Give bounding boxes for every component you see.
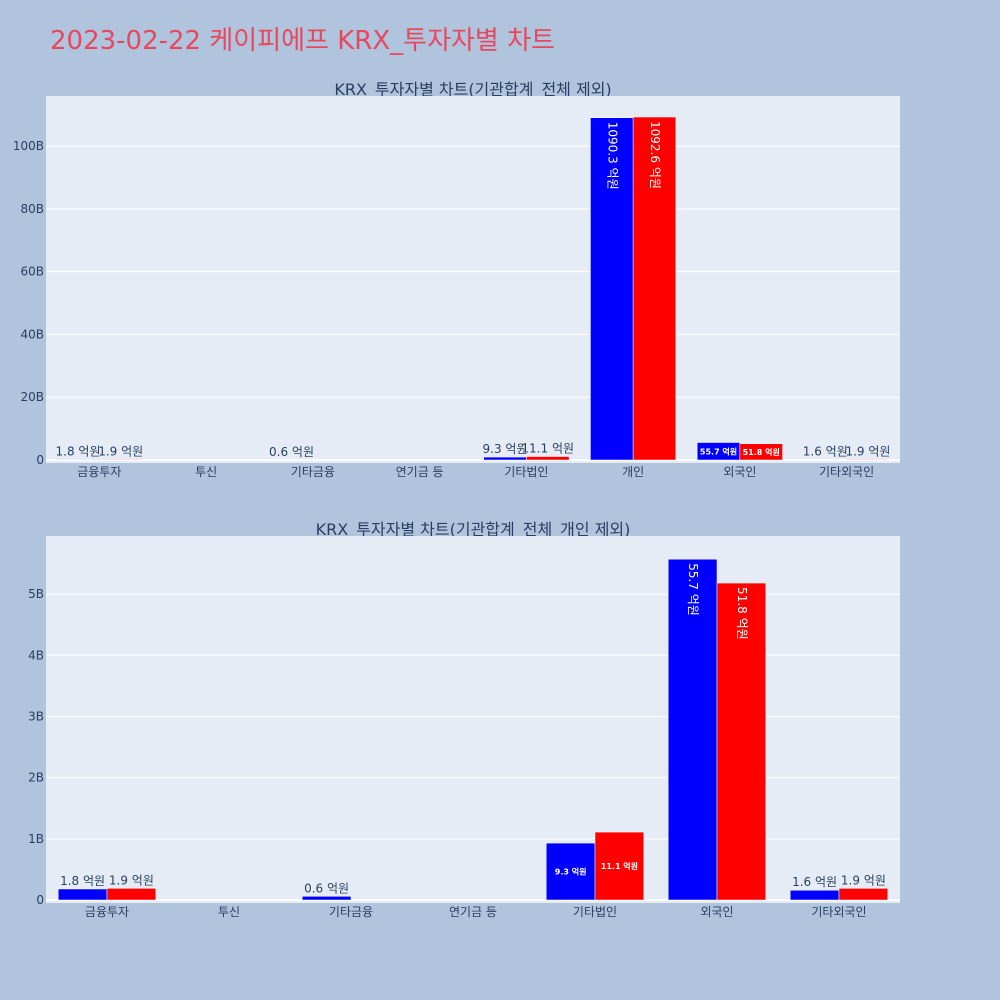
data-label: 1090.3 억원	[605, 122, 619, 190]
x-tick-label: 기타외국인	[819, 465, 874, 479]
x-tick-label: 기타법인	[504, 465, 548, 479]
data-label: 55.7 억원	[700, 446, 737, 456]
y-tick-label: 20B	[20, 390, 44, 404]
bar	[716, 582, 767, 901]
data-label: 1.9 억원	[845, 444, 890, 458]
bar	[789, 889, 840, 901]
plot-area	[46, 536, 900, 903]
data-label: 9.3 억원	[483, 442, 528, 456]
bar	[99, 459, 143, 461]
bar	[803, 459, 847, 461]
y-tick-label: 5B	[28, 587, 44, 601]
data-label: 0.6 억원	[269, 445, 314, 459]
data-label: 11.1 억원	[601, 861, 638, 871]
bar	[590, 117, 634, 461]
bar	[739, 443, 783, 461]
data-label: 1.9 억원	[841, 873, 886, 887]
x-tick-label: 금융투자	[77, 465, 121, 479]
data-label: 1.8 억원	[56, 444, 101, 458]
y-tick-label: 2B	[28, 771, 44, 785]
x-tick-label: 금융투자	[85, 905, 129, 919]
data-label: 1.8 억원	[60, 874, 105, 888]
bar	[526, 456, 570, 461]
page-title: 2023-02-22 케이피에프 KRX_투자자별 차트	[50, 26, 555, 56]
bar	[106, 888, 157, 901]
data-label: 51.8 억원	[735, 587, 749, 640]
bar	[594, 831, 645, 901]
bar	[56, 459, 100, 461]
x-tick-label: 투신	[195, 465, 217, 479]
y-tick-label: 100B	[13, 139, 44, 153]
data-label: 9.3 억원	[555, 867, 587, 877]
data-label: 11.1 억원	[521, 442, 574, 456]
x-tick-label: 기타금융	[329, 905, 373, 919]
x-tick-label: 기타법인	[573, 905, 617, 919]
plot-background	[46, 96, 900, 463]
plot-background	[46, 536, 900, 903]
x-tick-label: 기타외국인	[811, 905, 866, 919]
data-label: 1092.6 억원	[648, 121, 662, 189]
chart-top: KRX_투자자별 차트(기관합계_전체 제외) 0 20B 40B 60B 80B 100…	[13, 80, 900, 479]
y-tick-label: 40B	[20, 327, 44, 341]
x-tick-label: 투신	[218, 905, 240, 919]
y-tick-label: 4B	[28, 648, 44, 662]
data-label: 0.6 억원	[304, 881, 349, 895]
x-tick-label: 연기금 등	[449, 905, 497, 919]
y-tick-label: 0	[36, 453, 44, 467]
data-label: 1.9 억원	[98, 444, 143, 458]
data-label: 1.6 억원	[803, 444, 848, 458]
chart-bottom: KRX_투자자별 차트(기관합계_전체_개인 제외) 0 1B 2B 3B 4B 5B 금융…	[28, 520, 900, 919]
x-tick-label: 연기금 등	[396, 465, 444, 479]
data-label: 1.6 억원	[792, 875, 837, 889]
bar	[838, 888, 889, 901]
bar	[57, 888, 108, 901]
bar	[483, 456, 527, 461]
y-tick-label: 1B	[28, 832, 44, 846]
bar	[632, 116, 677, 461]
x-tick-label: 외국인	[723, 465, 756, 479]
x-tick-label: 개인	[622, 465, 644, 479]
data-label: 55.7 억원	[686, 563, 700, 616]
x-tick-label: 기타금융	[291, 465, 335, 479]
plot-area	[46, 96, 900, 463]
bar	[301, 896, 352, 901]
chart-bottom-title: KRX_투자자별 차트(기관합계_전체_개인 제외)	[316, 520, 631, 540]
y-tick-label: 0	[36, 893, 44, 907]
data-label: 51.8 억원	[743, 447, 780, 457]
x-tick-label: 외국인	[700, 905, 733, 919]
chart-top-title: KRX_투자자별 차트(기관합계_전체 제외)	[334, 80, 611, 100]
y-tick-label: 60B	[20, 265, 44, 279]
y-tick-label: 3B	[28, 709, 44, 723]
data-label: 1.9 억원	[109, 873, 154, 887]
bar	[846, 459, 890, 461]
y-tick-label: 80B	[20, 202, 44, 216]
bar	[545, 842, 596, 901]
